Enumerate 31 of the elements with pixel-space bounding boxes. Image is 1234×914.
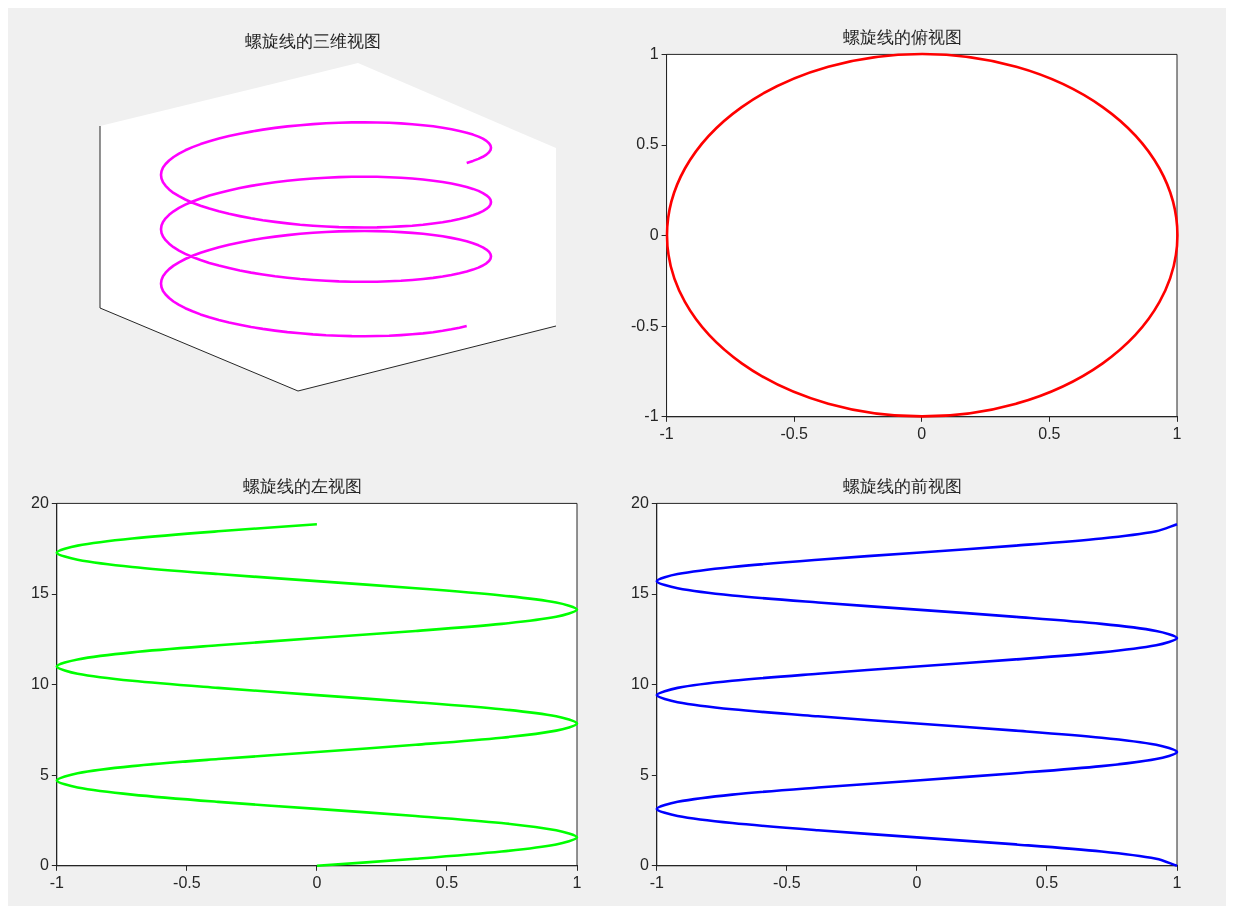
x-tick-label: 0.5 [435, 873, 459, 891]
x-tick-label: 0 [917, 424, 927, 442]
x-tick-label: 1 [1172, 873, 1182, 891]
y-tick-label: 0.5 [636, 135, 659, 153]
text: 螺旋线的三维视图 [243, 30, 382, 53]
x-tick-label: 0.5 [1035, 873, 1059, 891]
y-tick-label: 10 [631, 675, 649, 693]
y-tick-label: 5 [639, 765, 649, 783]
x-tick-label: 0 [912, 873, 922, 891]
y-tick-label: 20 [31, 493, 49, 511]
x-tick-label: -0.5 [773, 873, 801, 891]
x-tick-label: 1 [572, 873, 582, 891]
y-tick-label: 0 [649, 226, 659, 244]
y-tick-label: 10 [31, 675, 49, 693]
y-tick-label: 20 [631, 493, 649, 511]
chart-title: 螺旋线的俯视图 [843, 26, 962, 47]
y-tick-label: 0 [639, 856, 649, 874]
y-tick-label: 5 [39, 765, 49, 783]
y-tick-label: -0.5 [630, 316, 659, 334]
x-tick-label: 1 [1172, 424, 1182, 442]
chart-title: 螺旋线的前视图 [843, 475, 962, 496]
x-tick-label: 0 [312, 873, 322, 891]
y-tick-label: 15 [31, 584, 49, 602]
x-tick-label: -0.5 [780, 424, 809, 442]
x-tick-label: 0.5 [1038, 424, 1061, 442]
y-tick-label: -1 [644, 407, 659, 425]
x-tick-label: -0.5 [173, 873, 201, 891]
y-tick-label: 0 [39, 856, 49, 874]
y-tick-label: 15 [631, 584, 649, 602]
chart-title: 螺旋线的左视图 [243, 475, 362, 496]
y-tick-label: 1 [649, 44, 659, 62]
